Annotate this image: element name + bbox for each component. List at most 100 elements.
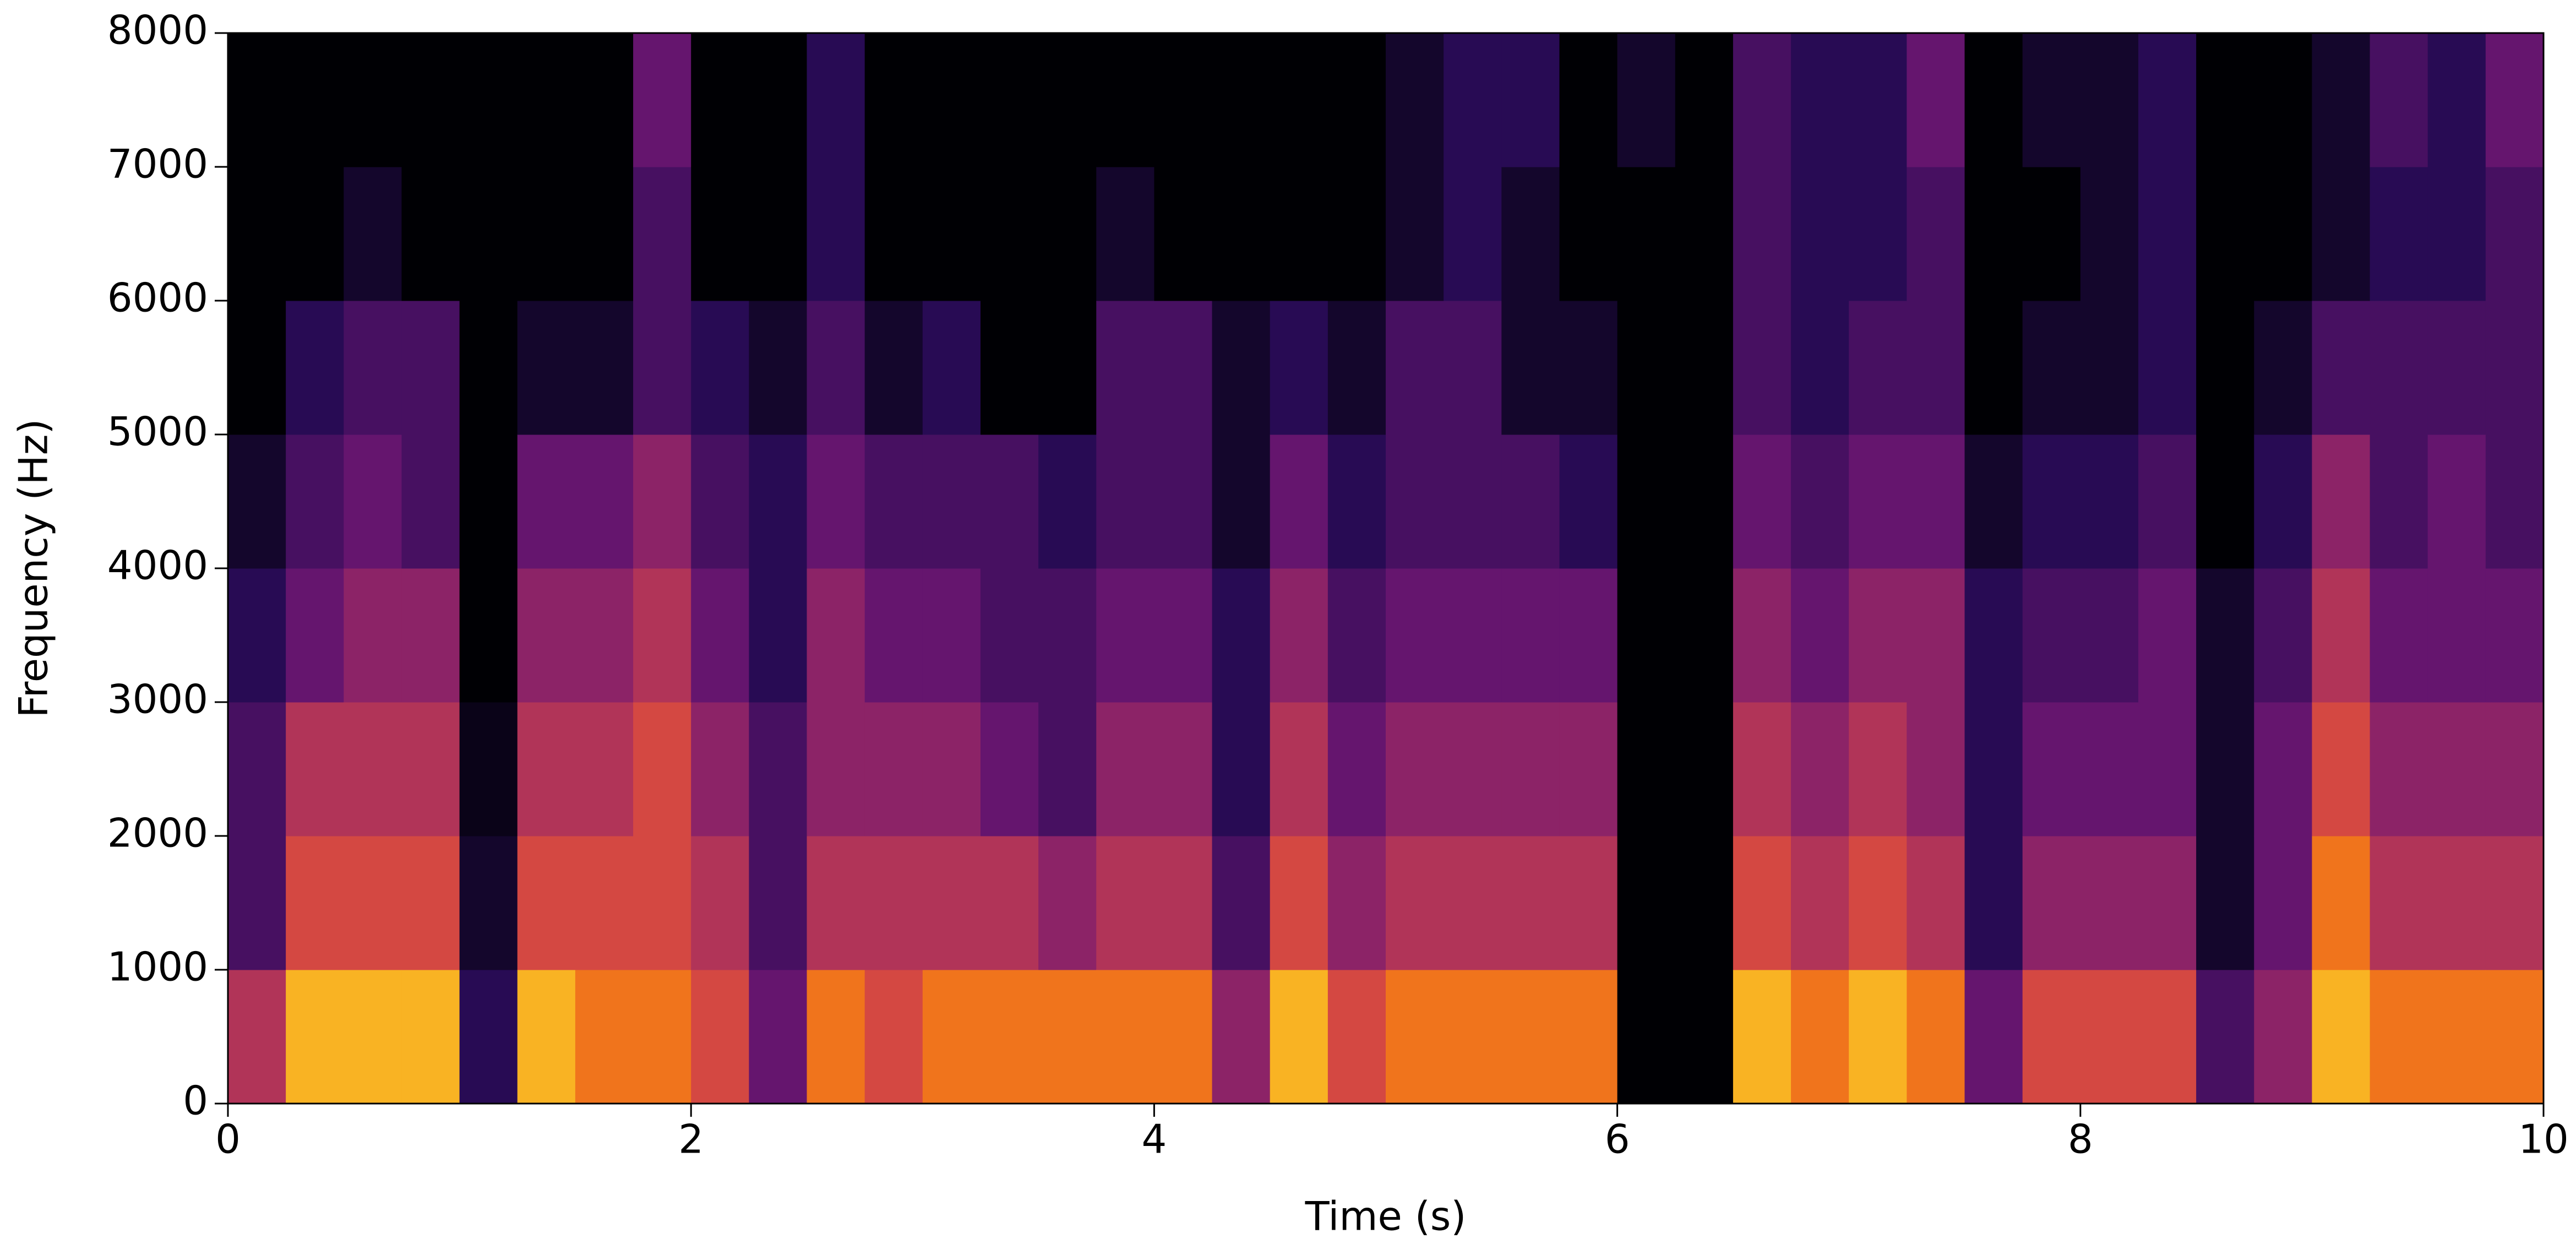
heatmap-cell bbox=[344, 836, 402, 970]
heatmap-cell bbox=[1270, 434, 1328, 569]
heatmap-cell bbox=[459, 702, 518, 836]
heatmap-cell bbox=[1849, 970, 1907, 1104]
heatmap-cell bbox=[2196, 568, 2254, 703]
heatmap-cell bbox=[691, 301, 749, 435]
heatmap-cell bbox=[1559, 702, 1618, 836]
heatmap-cell bbox=[922, 970, 981, 1104]
heatmap-cell bbox=[864, 836, 923, 970]
heatmap-cell bbox=[1154, 568, 1213, 703]
heatmap-cell bbox=[1964, 568, 2023, 703]
heatmap-cell bbox=[2427, 568, 2486, 703]
heatmap-cell bbox=[922, 167, 981, 301]
heatmap-cell bbox=[286, 434, 344, 569]
heatmap-cell bbox=[691, 167, 749, 301]
y-tick-label: 0 bbox=[183, 1078, 208, 1124]
heatmap-cell bbox=[2138, 33, 2197, 167]
heatmap-cell bbox=[1327, 301, 1386, 435]
heatmap-cell bbox=[2138, 702, 2197, 836]
heatmap-cell bbox=[749, 167, 807, 301]
heatmap-cell bbox=[344, 568, 402, 703]
heatmap-cell bbox=[1733, 301, 1791, 435]
heatmap-cell bbox=[575, 568, 634, 703]
heatmap-cell bbox=[401, 434, 460, 569]
heatmap-cell bbox=[1675, 167, 1734, 301]
heatmap-cell bbox=[691, 33, 749, 167]
heatmap-cell bbox=[344, 301, 402, 435]
heatmap-cell bbox=[1212, 836, 1271, 970]
heatmap-cell bbox=[633, 970, 691, 1104]
heatmap-cell bbox=[1096, 301, 1154, 435]
heatmap-cell bbox=[1791, 301, 1849, 435]
heatmap-cell bbox=[1617, 702, 1676, 836]
heatmap-cell bbox=[1501, 301, 1560, 435]
x-tick-label: 0 bbox=[215, 1116, 241, 1162]
heatmap-cell bbox=[2022, 970, 2081, 1104]
x-axis-label: Time (s) bbox=[1305, 1193, 1467, 1240]
heatmap-cell bbox=[922, 301, 981, 435]
heatmap-cell bbox=[1154, 702, 1213, 836]
heatmap-cell bbox=[2312, 301, 2371, 435]
heatmap-cell bbox=[2196, 167, 2254, 301]
heatmap-cell bbox=[1849, 33, 1907, 167]
heatmap-cell bbox=[517, 836, 576, 970]
heatmap-cell bbox=[1327, 434, 1386, 569]
heatmap-cell bbox=[1907, 836, 1965, 970]
heatmap-cell bbox=[1270, 167, 1328, 301]
heatmap-cell bbox=[1038, 836, 1097, 970]
heatmap-cell bbox=[1501, 568, 1560, 703]
heatmap-cell bbox=[2022, 836, 2081, 970]
heatmap-cell bbox=[1733, 33, 1791, 167]
heatmap-cell bbox=[2254, 301, 2312, 435]
heatmap-cell bbox=[1617, 836, 1676, 970]
heatmap-cell bbox=[1907, 167, 1965, 301]
heatmap-cell bbox=[807, 970, 865, 1104]
heatmap-cell bbox=[633, 167, 691, 301]
heatmap-cell bbox=[980, 568, 1039, 703]
heatmap-cell bbox=[459, 434, 518, 569]
heatmap-cell bbox=[1386, 970, 1444, 1104]
heatmap-cell bbox=[980, 836, 1039, 970]
heatmap-cell bbox=[575, 33, 634, 167]
heatmap-cell bbox=[807, 33, 865, 167]
heatmap-cell bbox=[2254, 702, 2312, 836]
heatmap-cell bbox=[691, 702, 749, 836]
heatmap-cell bbox=[286, 702, 344, 836]
heatmap-cell bbox=[344, 167, 402, 301]
heatmap-cell bbox=[1386, 167, 1444, 301]
heatmap-cell bbox=[2312, 836, 2371, 970]
heatmap-cell bbox=[2196, 301, 2254, 435]
heatmap-cell bbox=[517, 702, 576, 836]
y-tick-label: 3000 bbox=[107, 676, 208, 722]
heatmap-cell bbox=[807, 434, 865, 569]
heatmap-cell bbox=[2138, 167, 2197, 301]
heatmap-cell bbox=[2312, 568, 2371, 703]
heatmap-cell bbox=[1096, 970, 1154, 1104]
heatmap-cell bbox=[633, 434, 691, 569]
heatmap-cell bbox=[1849, 301, 1907, 435]
heatmap-cell bbox=[1327, 33, 1386, 167]
heatmap-cell bbox=[1675, 970, 1734, 1104]
heatmap-cell bbox=[922, 33, 981, 167]
heatmap-cell bbox=[1907, 702, 1965, 836]
heatmap-cell bbox=[864, 702, 923, 836]
heatmap-cell bbox=[1038, 33, 1097, 167]
heatmap-cell bbox=[1270, 33, 1328, 167]
heatmap-cell bbox=[1154, 434, 1213, 569]
heatmap-cell bbox=[459, 568, 518, 703]
heatmap-cell bbox=[749, 970, 807, 1104]
heatmap-cell bbox=[1327, 836, 1386, 970]
heatmap-cell bbox=[2254, 836, 2312, 970]
heatmap-cell bbox=[2254, 970, 2312, 1104]
heatmap-cell bbox=[1617, 568, 1676, 703]
heatmap-cell bbox=[1791, 167, 1849, 301]
y-tick-label: 6000 bbox=[107, 275, 208, 321]
heatmap-cell bbox=[1907, 33, 1965, 167]
heatmap-cell bbox=[2312, 33, 2371, 167]
x-tick-label: 10 bbox=[2518, 1116, 2569, 1162]
heatmap-cell bbox=[1675, 568, 1734, 703]
heatmap-cell bbox=[2312, 434, 2371, 569]
heatmap-cell bbox=[2427, 970, 2486, 1104]
heatmap-cell bbox=[2080, 167, 2139, 301]
heatmap-cell bbox=[1038, 167, 1097, 301]
